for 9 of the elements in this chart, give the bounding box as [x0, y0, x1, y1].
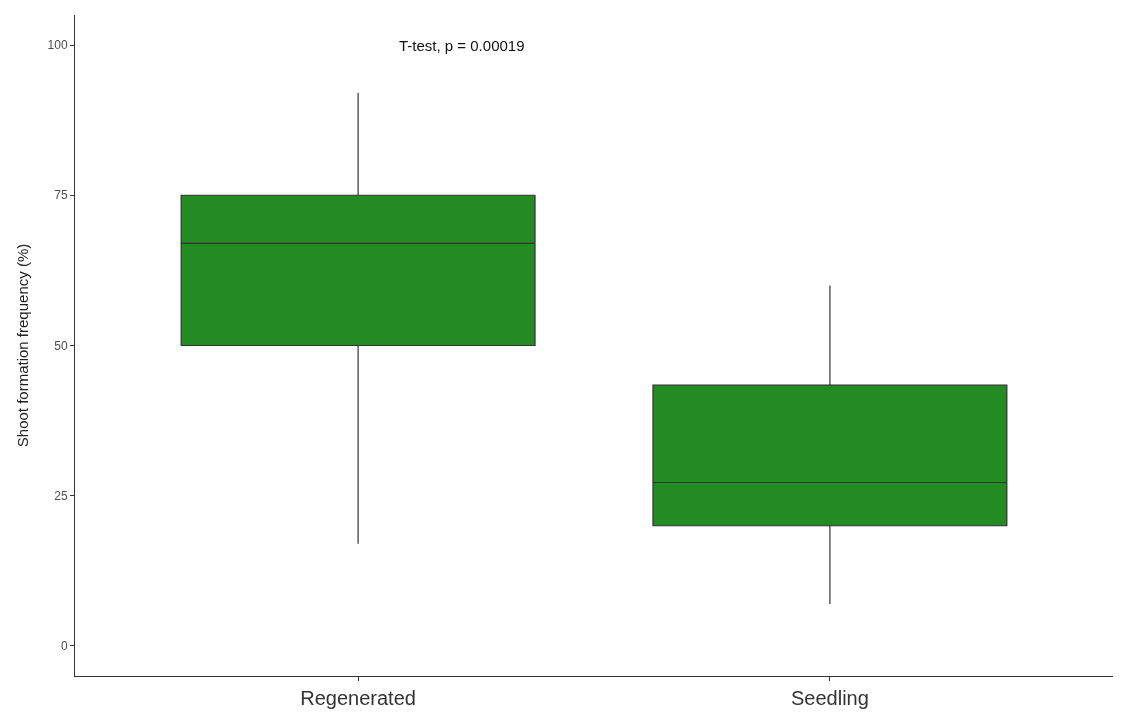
x-tick-label: Seedling: [790, 687, 869, 709]
y-tick-label: 75: [54, 188, 68, 203]
annotation: T-test, p = 0.00019: [399, 37, 525, 54]
y-axis-title: Shoot formation frequency (%): [13, 243, 31, 448]
y-tick-label: 0: [60, 639, 68, 654]
x-tick-label: Regenerated: [300, 687, 416, 709]
y-tick-label: 50: [54, 338, 68, 353]
y-tick-label: 25: [54, 488, 68, 503]
y-tick-label: 100: [47, 38, 68, 53]
